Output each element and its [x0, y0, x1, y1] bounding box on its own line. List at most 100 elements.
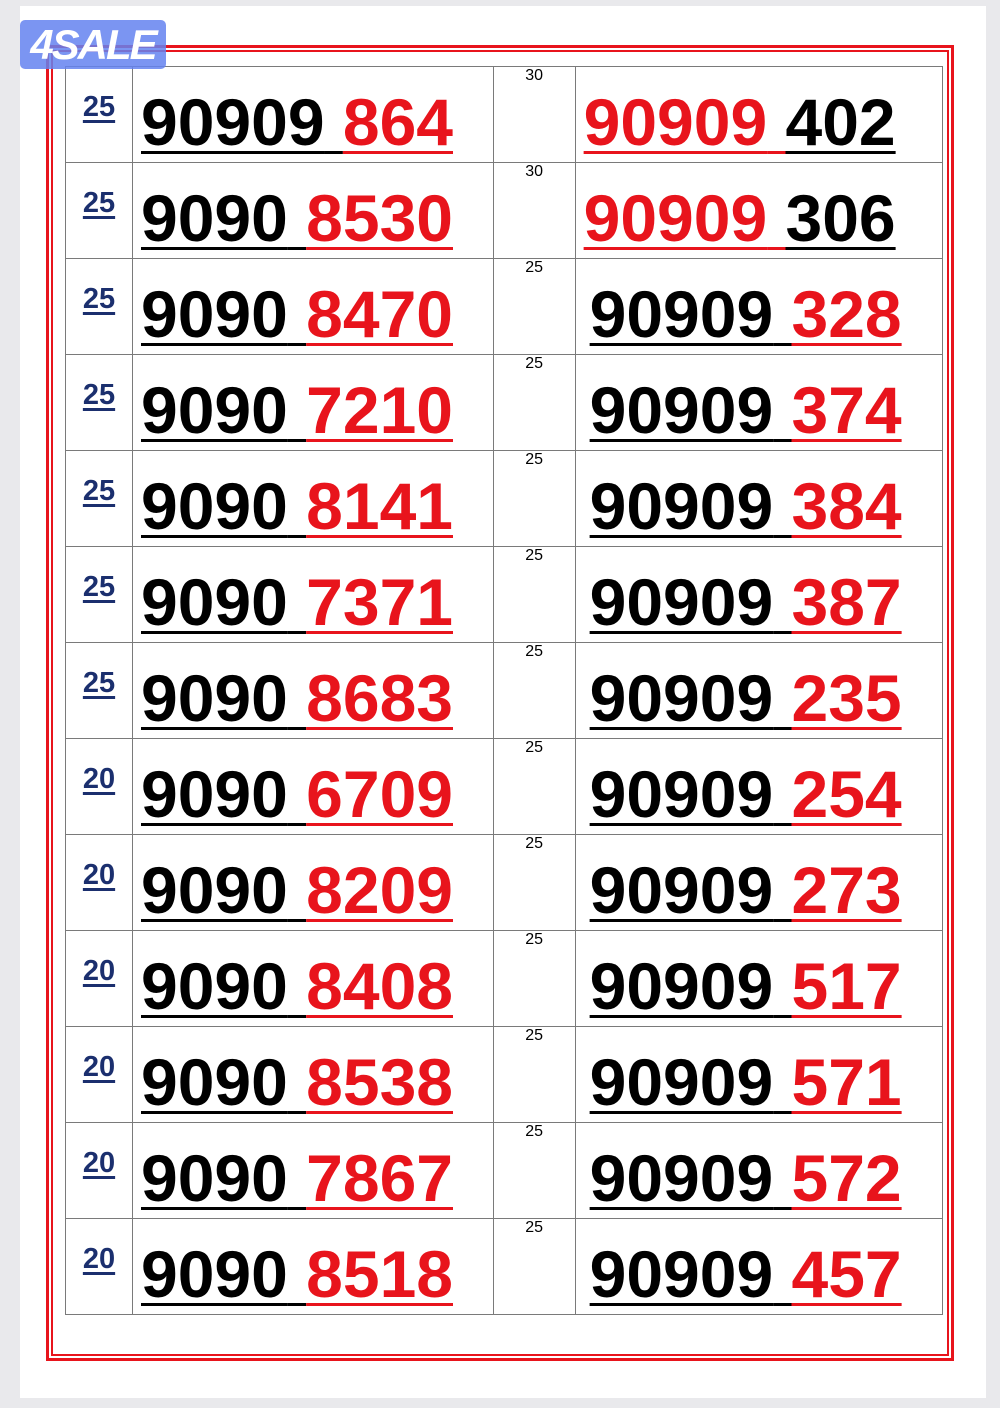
phone-number: 9090 7867 — [141, 1143, 453, 1213]
number-prefix: 90909 — [589, 373, 774, 447]
number-prefix: 9090 — [141, 949, 288, 1023]
number-suffix: 384 — [791, 469, 902, 543]
price-cell: 25 — [492, 642, 576, 739]
phone-number: 9090 8408 — [141, 951, 453, 1021]
number-prefix: 90909 — [589, 1141, 774, 1215]
number-suffix: 517 — [791, 949, 902, 1023]
table-row: 25 9090 8530 30 90909 306 — [65, 162, 944, 259]
price-cell: 25 — [65, 162, 133, 259]
number-suffix: 572 — [791, 1141, 902, 1215]
phone-number-cell: 90909 374 — [574, 354, 944, 451]
price-cell: 25 — [492, 258, 576, 355]
price-cell: 20 — [65, 1122, 133, 1219]
phone-number: 90909 864 — [141, 87, 453, 157]
phone-number-cell: 9090 8408 — [132, 930, 494, 1027]
price-cell: 20 — [65, 930, 133, 1027]
number-prefix: 9090 — [141, 565, 288, 639]
number-suffix: 273 — [791, 853, 902, 927]
price-label: 25 — [525, 259, 544, 276]
number-suffix: 387 — [791, 565, 902, 639]
price-label: 25 — [525, 547, 544, 564]
table-row: 20 9090 8518 25 90909 457 — [65, 1218, 944, 1315]
phone-number: 90909 374 — [590, 375, 902, 445]
number-prefix: 9090 — [141, 181, 288, 255]
price-label: 20 — [82, 955, 116, 987]
phone-number: 90909 572 — [590, 1143, 902, 1213]
phone-number-cell: 9090 8538 — [132, 1026, 494, 1123]
price-cell: 20 — [65, 834, 133, 931]
phone-number: 90909 328 — [590, 279, 902, 349]
number-prefix: 9090 — [141, 1141, 288, 1215]
phone-number-cell: 90909 306 — [574, 162, 944, 259]
number-suffix: 8209 — [306, 853, 453, 927]
phone-number: 9090 7371 — [141, 567, 453, 637]
table-row: 25 9090 8141 25 90909 384 — [65, 450, 944, 547]
number-prefix: 90909 — [583, 181, 768, 255]
price-cell: 25 — [492, 1026, 576, 1123]
number-suffix: 8518 — [306, 1237, 453, 1311]
phone-number: 90909 306 — [584, 183, 896, 253]
phone-number-cell: 90909 457 — [574, 1218, 944, 1315]
table-row: 20 9090 7867 25 90909 572 — [65, 1122, 944, 1219]
phone-number-cell: 90909 517 — [574, 930, 944, 1027]
price-cell: 25 — [492, 1122, 576, 1219]
phone-number-cell: 9090 8518 — [132, 1218, 494, 1315]
phone-number: 90909 387 — [590, 567, 902, 637]
number-prefix: 9090 — [141, 1045, 288, 1119]
price-label: 30 — [525, 163, 544, 180]
phone-number: 90909 402 — [584, 87, 896, 157]
price-label: 25 — [525, 739, 544, 756]
number-prefix: 90909 — [589, 1045, 774, 1119]
phone-number: 9090 8530 — [141, 183, 453, 253]
price-label: 25 — [525, 835, 544, 852]
table-row: 20 9090 8209 25 90909 273 — [65, 834, 944, 931]
number-prefix: 9090 — [141, 661, 288, 735]
table-row: 25 9090 8470 25 90909 328 — [65, 258, 944, 355]
price-label: 20 — [82, 1147, 116, 1179]
table-row: 20 9090 8538 25 90909 571 — [65, 1026, 944, 1123]
number-prefix: 9090 — [141, 277, 288, 351]
phone-number-cell: 90909 273 — [574, 834, 944, 931]
price-cell: 25 — [65, 546, 133, 643]
phone-number: 90909 254 — [590, 759, 902, 829]
price-label: 25 — [525, 1123, 544, 1140]
price-cell: 25 — [492, 738, 576, 835]
number-prefix: 90909 — [589, 949, 774, 1023]
phone-number-cell: 90909 864 — [132, 66, 494, 163]
table-row: 25 9090 7210 25 90909 374 — [65, 354, 944, 451]
number-suffix: 6709 — [306, 757, 453, 831]
number-suffix: 864 — [342, 85, 453, 159]
phone-number-cell: 90909 571 — [574, 1026, 944, 1123]
phone-number-cell: 9090 8530 — [132, 162, 494, 259]
phone-number-cell: 9090 7210 — [132, 354, 494, 451]
phone-number: 90909 457 — [590, 1239, 902, 1309]
number-suffix: 8141 — [306, 469, 453, 543]
phone-number-cell: 9090 6709 — [132, 738, 494, 835]
number-prefix: 9090 — [141, 469, 288, 543]
price-cell: 25 — [492, 1218, 576, 1315]
phone-number-cell: 90909 328 — [574, 258, 944, 355]
phone-number: 9090 8683 — [141, 663, 453, 733]
price-cell: 20 — [65, 1026, 133, 1123]
number-prefix: 90909 — [589, 661, 774, 735]
phone-number-cell: 9090 8683 — [132, 642, 494, 739]
price-label: 25 — [525, 355, 544, 372]
price-label: 25 — [82, 91, 116, 123]
price-label: 25 — [525, 451, 544, 468]
price-cell: 20 — [65, 738, 133, 835]
number-prefix: 90909 — [589, 1237, 774, 1311]
number-prefix: 90909 — [589, 277, 774, 351]
red-double-border — [46, 45, 954, 1361]
number-suffix: 306 — [785, 181, 896, 255]
price-label: 25 — [82, 475, 116, 507]
table-row: 25 90909 864 30 90909 402 — [65, 66, 944, 163]
price-label: 20 — [82, 1243, 116, 1275]
price-cell: 30 — [492, 162, 576, 259]
price-cell: 25 — [492, 930, 576, 1027]
price-cell: 25 — [492, 834, 576, 931]
phone-number: 90909 571 — [590, 1047, 902, 1117]
price-cell: 20 — [65, 1218, 133, 1315]
number-prefix: 90909 — [583, 85, 768, 159]
table-row: 20 9090 6709 25 90909 254 — [65, 738, 944, 835]
number-suffix: 7867 — [306, 1141, 453, 1215]
